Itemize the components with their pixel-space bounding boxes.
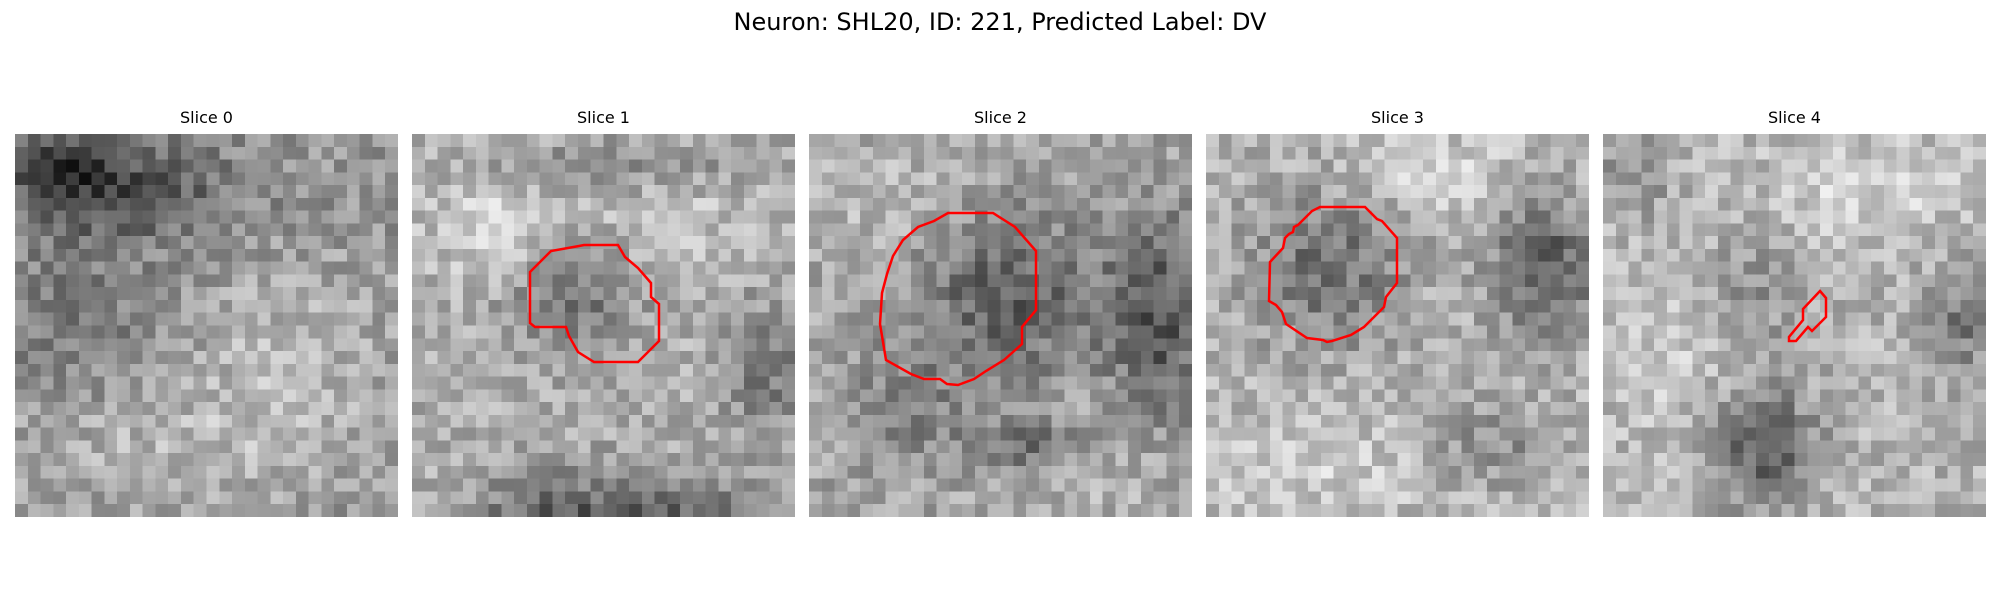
slice-panel-3: Slice 3 <box>1206 108 1589 517</box>
slice-panel-0: Slice 0 <box>15 108 398 517</box>
figure-title: Neuron: SHL20, ID: 221, Predicted Label:… <box>0 7 2000 37</box>
slice-title-1: Slice 1 <box>412 108 795 128</box>
roi-contour-1 <box>412 134 795 517</box>
roi-contour-4 <box>1603 134 1986 517</box>
roi-contour-3 <box>1206 134 1589 517</box>
slice-image-4 <box>1603 134 1986 517</box>
roi-contour-2 <box>809 134 1192 517</box>
slice-pixels-0 <box>15 134 398 517</box>
slice-image-0 <box>15 134 398 517</box>
slice-title-2: Slice 2 <box>809 108 1192 128</box>
slice-title-3: Slice 3 <box>1206 108 1589 128</box>
slice-panel-4: Slice 4 <box>1603 108 1986 517</box>
slice-image-3 <box>1206 134 1589 517</box>
slice-panel-2: Slice 2 <box>809 108 1192 517</box>
slice-title-0: Slice 0 <box>15 108 398 128</box>
slice-panel-1: Slice 1 <box>412 108 795 517</box>
slice-image-1 <box>412 134 795 517</box>
slice-image-2 <box>809 134 1192 517</box>
slice-title-4: Slice 4 <box>1603 108 1986 128</box>
